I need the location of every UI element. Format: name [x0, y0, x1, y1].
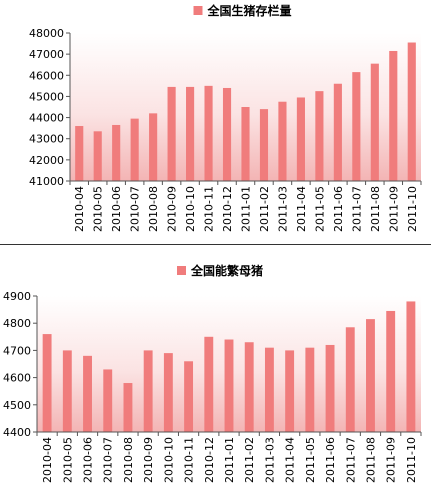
bar-2010-11: [184, 361, 194, 432]
y-tick-label: 4800: [3, 317, 31, 330]
bar-2010-11: [204, 85, 213, 181]
x-tick-label: 2010-10: [184, 186, 197, 232]
x-tick-label: 2011-07: [344, 437, 357, 483]
legend-label: 全国能繁母猪: [190, 263, 263, 278]
x-tick-label: 2010-04: [73, 186, 86, 232]
bar-2011-08: [370, 63, 379, 181]
y-tick-label: 4900: [3, 290, 31, 303]
y-tick-label: 41000: [29, 175, 64, 188]
bar-2011-04: [296, 97, 305, 181]
x-tick-label: 2011-06: [324, 437, 337, 483]
bar-2010-10: [163, 353, 173, 432]
bar-2011-08: [366, 319, 375, 432]
bar-2011-07: [352, 72, 361, 181]
x-tick-label: 2011-08: [364, 437, 377, 483]
x-tick-label: 2011-09: [385, 437, 398, 483]
bar-2011-02: [259, 109, 269, 181]
bar-2011-03: [278, 101, 287, 181]
x-tick-label: 2010-06: [82, 437, 95, 483]
y-tick-label: 4700: [3, 344, 31, 357]
x-tick-label: 2010-11: [203, 186, 216, 232]
x-tick-label: 2010-11: [183, 437, 196, 483]
chart-breeding-sows: 全国能繁母猪 4400 4500 4600 4700 4800 4900 2010-04 20…: [3, 263, 422, 483]
x-tick-label: 2011-01: [223, 437, 236, 483]
legend-swatch: [193, 6, 203, 15]
x-tick-label: 2010-08: [147, 186, 160, 232]
x-tick-label: 2010-07: [129, 186, 142, 232]
bar-2010-04: [75, 126, 84, 181]
y-tick-label: 45000: [29, 90, 64, 103]
legend-swatch: [177, 266, 186, 275]
x-tick-label: 2011-06: [332, 186, 345, 232]
bar-2010-07: [103, 369, 113, 432]
y-tick-label: 44000: [29, 112, 64, 125]
chart-breeding-stock: 全国生猪存栏量 41000 42000 43000 44000 45000 46000 47…: [29, 3, 422, 232]
y-tick-label: 43000: [29, 133, 64, 146]
bar-2010-06: [83, 355, 92, 432]
y-tick-label: 42000: [29, 154, 64, 167]
y-tick-label: 4600: [3, 372, 31, 385]
bar-2010-08: [149, 113, 158, 181]
bar-2010-04: [42, 334, 52, 432]
bar-2010-09: [143, 350, 153, 432]
x-tick-label: 2011-08: [369, 186, 382, 232]
bar-2010-07: [130, 118, 139, 181]
bar-2010-06: [112, 124, 121, 181]
x-tick-label: 2010-05: [61, 437, 74, 483]
bar-2010-12: [222, 87, 232, 181]
x-tick-label: 2011-02: [243, 437, 256, 483]
bar-2011-05: [305, 347, 315, 432]
bar-2010-05: [93, 131, 102, 181]
x-tick-label: 2011-04: [295, 186, 308, 232]
bar-2010-09: [167, 86, 176, 181]
bar-2011-01: [224, 339, 234, 432]
bar-2010-10: [186, 86, 195, 181]
bar-2010-12: [204, 336, 214, 432]
x-tick-label: 2011-10: [405, 437, 418, 483]
bar-2011-04: [285, 350, 295, 432]
y-tick-label: 4400: [3, 426, 31, 439]
bar-2011-10: [407, 42, 416, 182]
legend-label: 全国生猪存栏量: [207, 3, 292, 18]
x-tick-label: 2010-12: [203, 437, 216, 483]
x-tick-label: 2011-04: [284, 437, 297, 483]
x-tick-label: 2011-05: [313, 186, 326, 232]
bar-2011-01: [241, 107, 250, 181]
x-tick-label: 2010-08: [122, 437, 135, 483]
bar-2011-07: [345, 327, 355, 432]
x-tick-label: 2011-03: [263, 437, 276, 483]
x-tick-label: 2010-04: [41, 437, 54, 483]
bar-2011-09: [389, 50, 398, 181]
bar-2010-05: [62, 350, 72, 432]
y-tick-label: 48000: [29, 27, 64, 40]
bar-2011-05: [315, 91, 324, 181]
x-tick-label: 2011-07: [350, 186, 363, 232]
bar-2011-03: [264, 347, 274, 432]
bar-2011-02: [244, 342, 254, 432]
bar-2011-06: [325, 344, 335, 432]
x-tick-label: 2010-06: [110, 186, 123, 232]
x-tick-label: 2010-05: [92, 186, 105, 232]
x-tick-label: 2011-02: [258, 186, 271, 232]
x-tick-label: 2010-12: [221, 186, 234, 232]
x-tick-label: 2011-01: [240, 186, 253, 232]
x-tick-label: 2010-09: [166, 186, 179, 232]
y-tick-label: 47000: [29, 48, 64, 61]
bar-2011-10: [406, 301, 416, 432]
x-tick-label: 2010-10: [162, 437, 175, 483]
x-tick-label: 2011-09: [387, 186, 400, 232]
x-tick-label: 2010-09: [142, 437, 155, 483]
y-tick-label: 4500: [3, 399, 31, 412]
bar-2011-09: [386, 310, 396, 432]
y-tick-label: 46000: [29, 69, 64, 82]
bar-2010-08: [123, 383, 133, 432]
x-tick-label: 2011-10: [406, 186, 419, 232]
x-tick-label: 2011-05: [304, 437, 317, 483]
bar-2011-06: [333, 83, 342, 181]
x-tick-label: 2011-03: [276, 186, 289, 232]
x-tick-label: 2010-07: [102, 437, 115, 483]
